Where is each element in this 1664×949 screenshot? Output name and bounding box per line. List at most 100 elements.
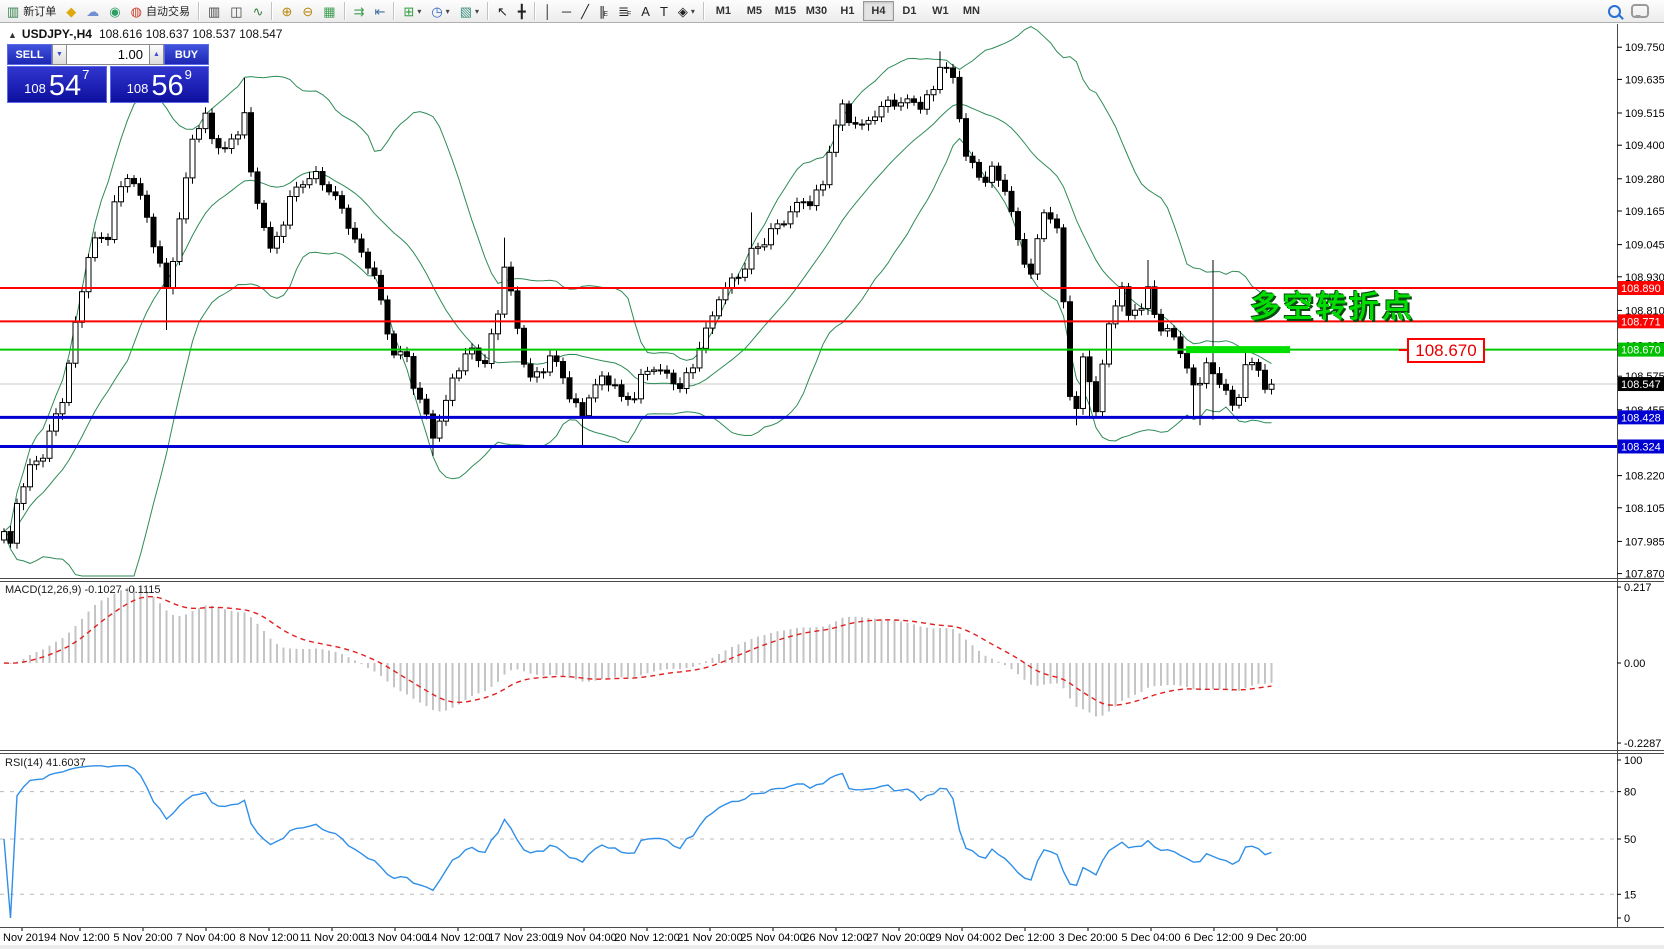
sell-button[interactable]: SELL <box>7 44 52 65</box>
chart-text-annotation[interactable]: 多空转折点 <box>1250 291 1415 324</box>
svg-text:0.217: 0.217 <box>1624 582 1652 594</box>
svg-text:27 Nov 20:00: 27 Nov 20:00 <box>866 932 931 944</box>
timeframe-h4-button[interactable]: H4 <box>862 1 894 21</box>
signals-button[interactable]: ◉ <box>104 1 125 21</box>
collapse-panel-arrow-icon[interactable]: ▲ <box>8 30 17 40</box>
timeframe-m15-button[interactable]: M15 <box>770 1 801 21</box>
chevron-down-icon[interactable]: ▾ <box>417 6 422 16</box>
search-icon <box>1608 4 1621 18</box>
ohlc-bars-icon: ▥ <box>207 3 221 19</box>
buy-price-display[interactable]: 108 56 9 <box>109 66 209 103</box>
new-chart-button[interactable]: ⊞ ▾ <box>398 1 426 21</box>
toolbar: ▥ 新订单 ◆ ☁ ◉ ◍ 自动交易 ▥ ◫ ∿ ⊕ ⊖ ▦ ⇉ ⇤ ⊞ ▾ ◷ ▾ ▧ ▾ ↖ ╋ │ ─ ╱ ∥ E ≣ F A T ◈ ▾ M… <box>0 0 1664 23</box>
fibonacci-icon-sub: F <box>626 10 632 18</box>
sell-price-display[interactable]: 108 54 7 <box>7 66 107 103</box>
svg-text:21 Nov 20:00: 21 Nov 20:00 <box>677 932 742 944</box>
horizontal-line-button[interactable]: ─ <box>557 1 576 21</box>
channel-button[interactable]: ∥ E <box>594 1 613 21</box>
zoom-out-button[interactable]: ⊖ <box>297 1 318 21</box>
chevron-down-icon[interactable]: ▾ <box>445 6 450 16</box>
chevron-down-icon[interactable]: ▾ <box>474 6 479 16</box>
svg-text:1 Nov 2019: 1 Nov 2019 <box>0 932 50 944</box>
new-order-button[interactable]: ▥ 新订单 <box>2 1 61 21</box>
trendline-button[interactable]: ╱ <box>576 1 594 21</box>
equidistant-channel-icon: ∥ <box>598 3 606 19</box>
arrows-button[interactable]: ◈ ▾ <box>673 1 700 21</box>
svg-text:5 Nov 20:00: 5 Nov 20:00 <box>113 932 172 944</box>
toolbar-separator <box>487 2 489 20</box>
search-button[interactable] <box>1603 1 1626 21</box>
svg-text:6 Dec 12:00: 6 Dec 12:00 <box>1184 932 1243 944</box>
chart-template-button[interactable]: ▧ ▾ <box>455 1 484 21</box>
vertical-line-button[interactable]: │ <box>539 1 557 21</box>
chart-title: ▲ USDJPY-,H4 108.616 108.637 108.537 108.5… <box>8 27 282 41</box>
toolbar-separator <box>702 2 705 20</box>
svg-text:26 Nov 12:00: 26 Nov 12:00 <box>803 932 868 944</box>
toolbar-separator <box>271 2 274 20</box>
line-chart-button[interactable]: ∿ <box>248 1 269 21</box>
macd-pane[interactable] <box>3 587 1273 717</box>
timeframe-d1-button[interactable]: D1 <box>894 1 925 21</box>
rsi-axis[interactable]: 100 80 50 15 0 <box>1617 755 1642 925</box>
crosshair-button[interactable]: ╋ <box>513 1 531 21</box>
chart-shift-button[interactable]: ⇤ <box>370 1 391 21</box>
timeframe-m5-button[interactable]: M5 <box>739 1 770 21</box>
buy-button[interactable]: BUY <box>164 44 209 65</box>
gold-bar-icon: ◆ <box>66 3 77 19</box>
zoom-in-button[interactable]: ⊕ <box>276 1 297 21</box>
symbol-name: USDJPY-,H4 <box>21 27 92 41</box>
svg-text:29 Nov 04:00: 29 Nov 04:00 <box>929 932 994 944</box>
new-chart-icon: ⊞ <box>403 3 415 19</box>
svg-text:109.045: 109.045 <box>1625 240 1664 252</box>
svg-text:7 Nov 04:00: 7 Nov 04:00 <box>176 932 235 944</box>
timeframe-mn-button[interactable]: MN <box>956 1 987 21</box>
chart-template-icon: ▧ <box>459 3 472 19</box>
chat-icon <box>1631 4 1649 18</box>
volume-input[interactable] <box>67 44 149 65</box>
label-button[interactable]: T <box>655 1 673 21</box>
svg-text:108.930: 108.930 <box>1625 272 1664 284</box>
timeframe-w1-button[interactable]: W1 <box>925 1 956 21</box>
periods-button[interactable]: ◷ ▾ <box>426 1 454 21</box>
cursor-button[interactable]: ↖ <box>492 1 513 21</box>
panel-splitter[interactable] <box>0 750 1664 754</box>
timeframe-m1-button[interactable]: M1 <box>708 1 739 21</box>
zoom-in-icon: ⊕ <box>281 3 293 19</box>
rsi-indicator-label: RSI(14) 41.6037 <box>5 757 86 769</box>
timeframe-h1-button[interactable]: H1 <box>832 1 863 21</box>
svg-text:25 Nov 04:00: 25 Nov 04:00 <box>740 932 805 944</box>
svg-text:108.547: 108.547 <box>1621 379 1661 391</box>
fibonacci-button[interactable]: ≣ F <box>613 1 636 21</box>
remote-terminal-button[interactable]: ☁ <box>81 1 104 21</box>
svg-text:-0.2287: -0.2287 <box>1624 738 1661 750</box>
crosshair-icon: ╋ <box>517 3 526 19</box>
tile-windows-button[interactable]: ▦ <box>318 1 340 21</box>
equidistant-channel-icon-sub: E <box>603 10 609 18</box>
candlestick-chart-button[interactable]: ◫ <box>225 1 247 21</box>
tile-windows-icon: ▦ <box>323 3 336 19</box>
macd-axis[interactable]: 0.217 0.00 -0.2287 <box>1617 582 1661 750</box>
timeframe-m30-button[interactable]: M30 <box>801 1 832 21</box>
rsi-pane[interactable] <box>0 764 1617 919</box>
panel-splitter[interactable] <box>0 578 1664 582</box>
bar-chart-button[interactable]: ▥ <box>203 1 225 21</box>
toolbar-separator <box>343 2 346 20</box>
chevron-down-icon[interactable]: ▾ <box>690 6 695 16</box>
price-chart-pane[interactable] <box>0 26 1617 577</box>
chat-button[interactable] <box>1626 1 1654 21</box>
svg-text:108.220: 108.220 <box>1625 471 1664 483</box>
volume-increase-button[interactable]: ▲ <box>149 44 164 65</box>
price-level-flag[interactable]: 108.670 <box>1399 338 1485 363</box>
svg-text:109.400: 109.400 <box>1625 140 1664 152</box>
text-button[interactable]: A <box>636 1 655 21</box>
price-axis[interactable]: 109.750 109.635 109.515 109.400 109.280 109.1… <box>1617 42 1664 581</box>
auto-scroll-button[interactable]: ⇉ <box>349 1 370 21</box>
zoom-out-icon: ⊖ <box>302 3 314 19</box>
volume-decrease-button[interactable]: ▼ <box>52 44 67 65</box>
autotrading-button[interactable]: ◍ 自动交易 <box>126 1 195 21</box>
gold-bar-button[interactable]: ◆ <box>61 1 81 21</box>
svg-text:109.165: 109.165 <box>1625 206 1664 218</box>
